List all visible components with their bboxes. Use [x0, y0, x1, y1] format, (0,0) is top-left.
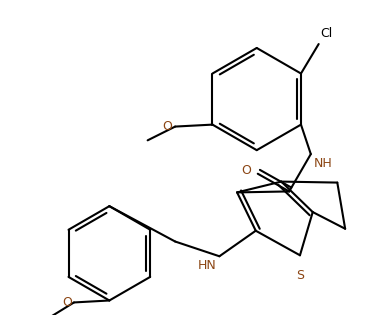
Text: HN: HN	[198, 259, 216, 272]
Text: O: O	[241, 164, 251, 177]
Text: NH: NH	[314, 157, 332, 170]
Text: O: O	[62, 296, 72, 309]
Text: S: S	[296, 269, 304, 282]
Text: Cl: Cl	[321, 27, 333, 40]
Text: O: O	[162, 120, 172, 133]
